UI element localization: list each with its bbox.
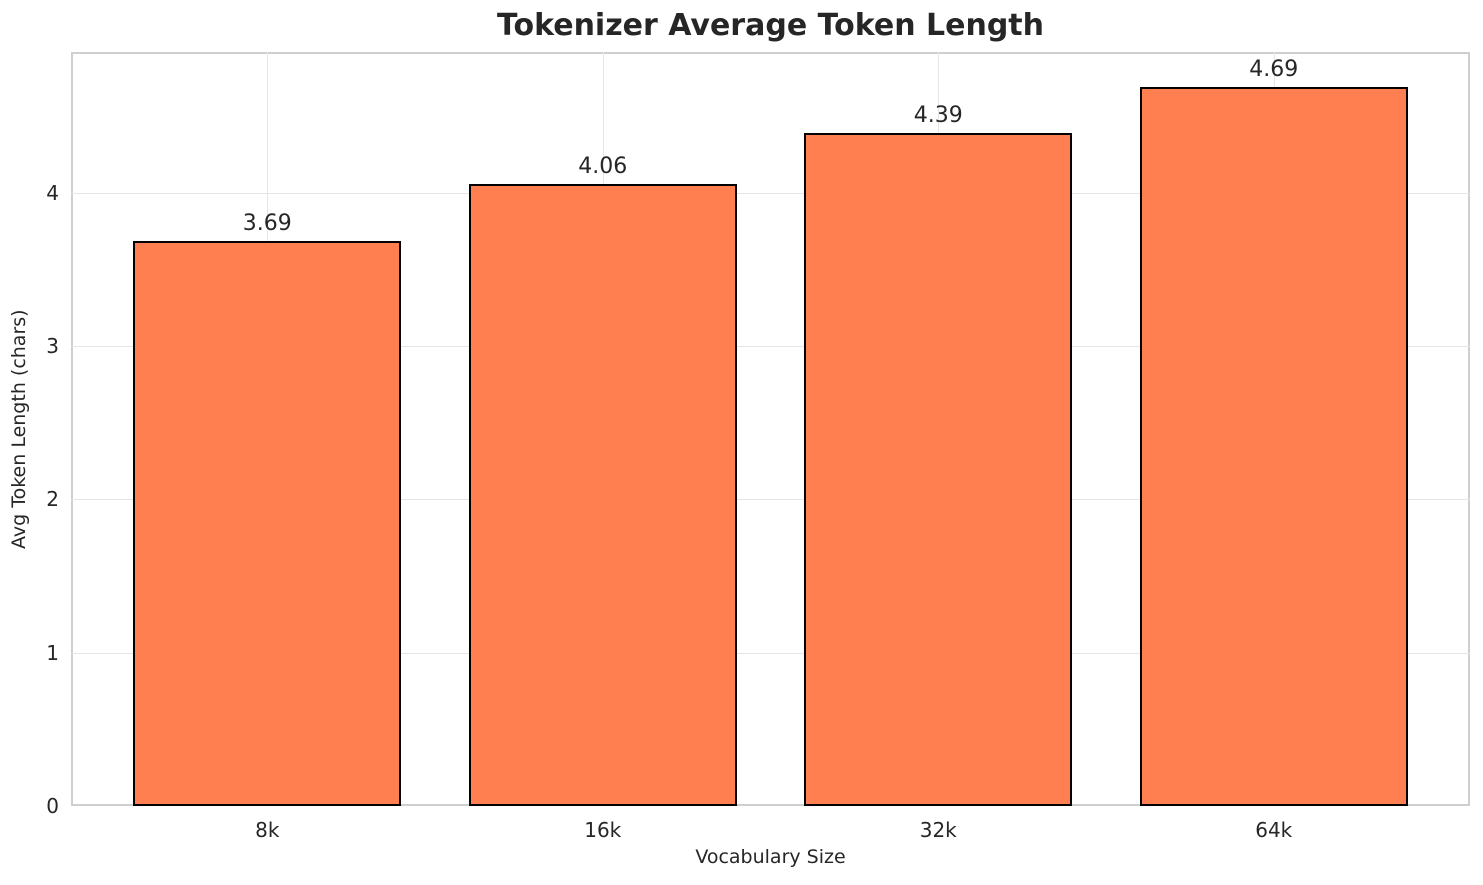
y-gridline [71,499,1470,501]
y-tick-label: 3 [46,334,59,359]
y-tick-label: 4 [46,180,59,205]
chart-title: Tokenizer Average Token Length [496,8,1044,43]
x-tick-label: 32k [919,818,957,842]
bar-value-label: 4.69 [1249,57,1299,83]
y-tick-label: 0 [46,794,59,818]
y-axis-label: Avg Token Length (chars) [8,309,30,549]
bar-value-label: 4.06 [578,153,628,179]
x-tick-label: 64k [1255,818,1293,842]
x-tick-label: 8k [255,818,280,842]
y-gridline [71,652,1470,654]
x-tick-label: 16k [584,818,622,842]
bar-64k [1139,87,1408,806]
y-tick-label: 1 [46,640,59,665]
y-tick-label: 2 [46,487,59,512]
bar-16k [468,183,737,806]
bar-value-label: 4.39 [913,103,963,129]
x-axis-label: Vocabulary Size [695,846,846,868]
y-gridline [71,346,1470,348]
bar-value-label: 3.69 [242,210,292,236]
bar-32k [804,133,1073,806]
y-gridline [71,192,1470,194]
bar-8k [133,240,402,806]
